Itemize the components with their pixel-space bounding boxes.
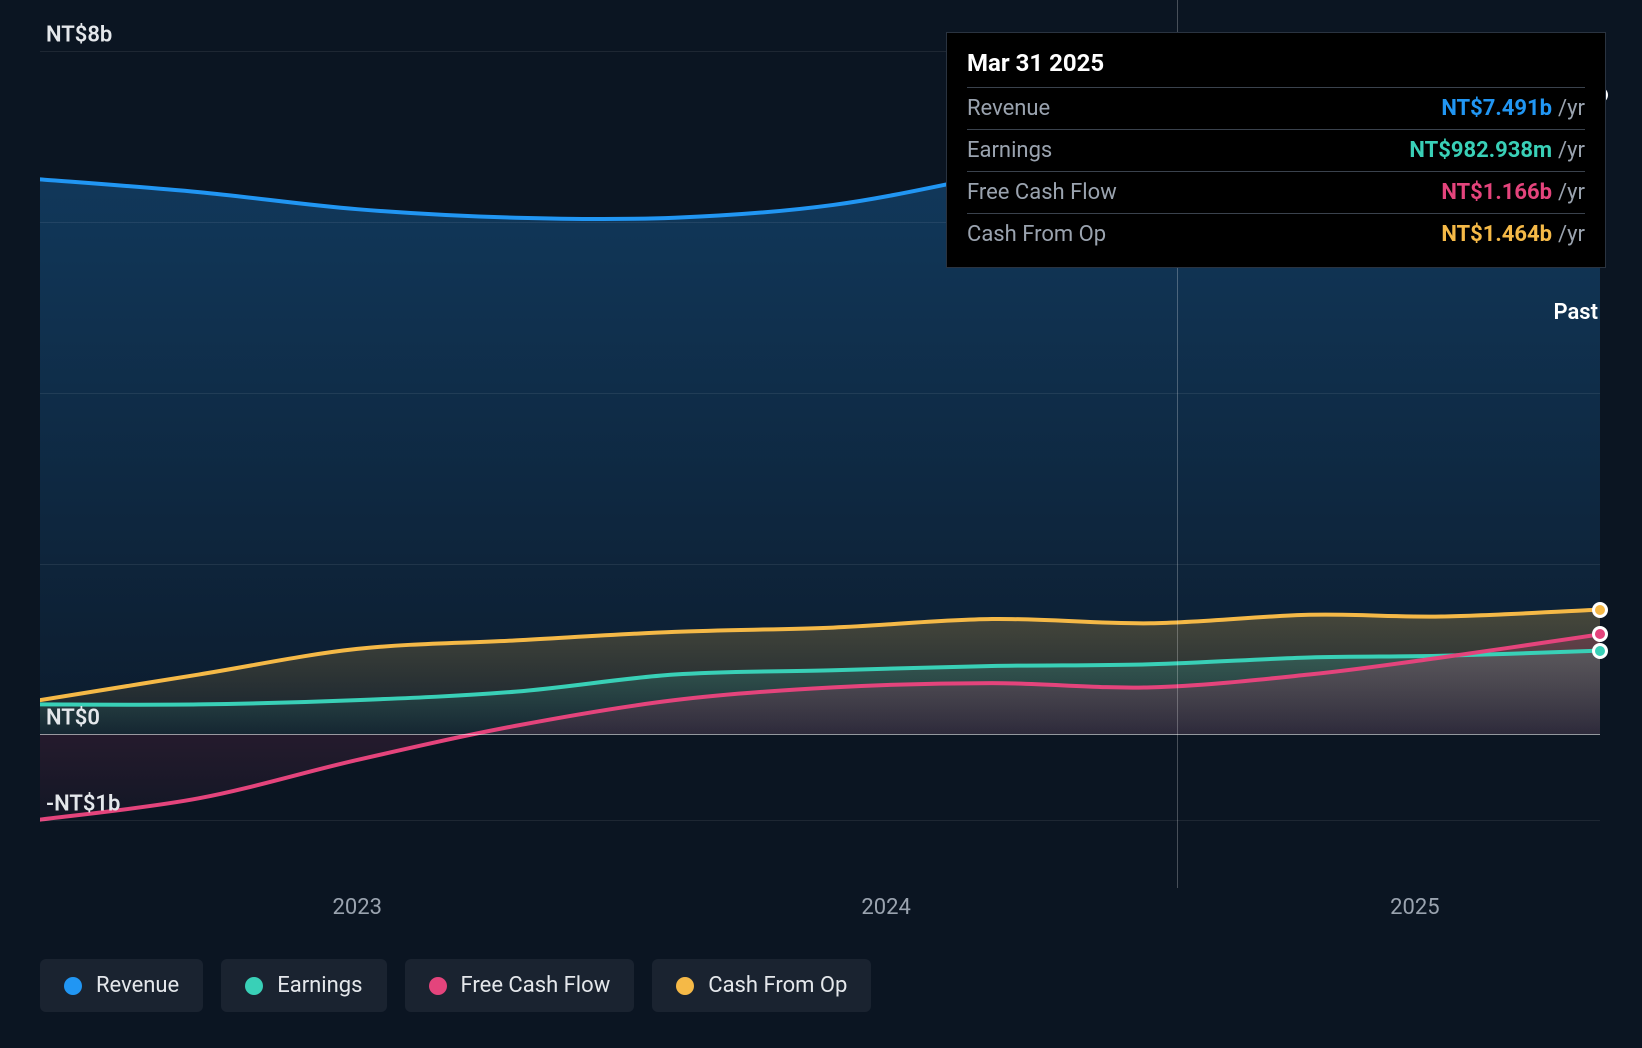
tooltip-row: RevenueNT$7.491b/yr bbox=[967, 88, 1585, 130]
legend-label: Revenue bbox=[96, 973, 179, 998]
tooltip-row-unit: /yr bbox=[1558, 138, 1585, 163]
gridline bbox=[40, 734, 1600, 735]
tooltip-row-label: Free Cash Flow bbox=[967, 180, 1441, 205]
legend-dot bbox=[64, 977, 82, 995]
x-tick-label: 2024 bbox=[861, 895, 910, 920]
legend-dot bbox=[429, 977, 447, 995]
tooltip-row: Free Cash FlowNT$1.166b/yr bbox=[967, 172, 1585, 214]
end-marker-free_cash_flow bbox=[1592, 626, 1608, 642]
y-tick-label: NT$8b bbox=[46, 23, 112, 48]
tooltip-row-value: NT$1.464b bbox=[1441, 222, 1552, 247]
tooltip-row-label: Earnings bbox=[967, 138, 1409, 163]
y-tick-label: NT$0 bbox=[46, 706, 100, 731]
gridline bbox=[40, 820, 1600, 821]
tooltip-row-label: Revenue bbox=[967, 96, 1441, 121]
gridline bbox=[40, 564, 1600, 565]
tooltip: Mar 31 2025 RevenueNT$7.491b/yrEarningsN… bbox=[946, 32, 1606, 268]
legend-label: Free Cash Flow bbox=[461, 973, 611, 998]
end-marker-earnings bbox=[1592, 643, 1608, 659]
tooltip-row-value: NT$982.938m bbox=[1409, 138, 1552, 163]
y-tick-label: -NT$1b bbox=[46, 791, 120, 816]
tooltip-row-unit: /yr bbox=[1558, 180, 1585, 205]
tooltip-row-label: Cash From Op bbox=[967, 222, 1441, 247]
tooltip-row-unit: /yr bbox=[1558, 96, 1585, 121]
legend-dot bbox=[676, 977, 694, 995]
x-tick-label: 2025 bbox=[1390, 895, 1439, 920]
legend-item-cash-from-op[interactable]: Cash From Op bbox=[652, 959, 871, 1012]
end-marker-cash_from_op bbox=[1592, 602, 1608, 618]
legend-label: Cash From Op bbox=[708, 973, 847, 998]
tooltip-row: Cash From OpNT$1.464b/yr bbox=[967, 214, 1585, 255]
x-tick-label: 2023 bbox=[333, 895, 382, 920]
tooltip-row: EarningsNT$982.938m/yr bbox=[967, 130, 1585, 172]
legend: Revenue Earnings Free Cash Flow Cash From O… bbox=[40, 959, 871, 1012]
legend-dot bbox=[245, 977, 263, 995]
tooltip-row-unit: /yr bbox=[1558, 222, 1585, 247]
gridline bbox=[40, 393, 1600, 394]
tooltip-date: Mar 31 2025 bbox=[967, 49, 1585, 88]
tooltip-row-value: NT$7.491b bbox=[1441, 96, 1552, 121]
legend-label: Earnings bbox=[277, 973, 362, 998]
past-label: Past bbox=[1553, 300, 1598, 325]
tooltip-row-value: NT$1.166b bbox=[1441, 180, 1552, 205]
financials-chart: NT$8b NT$0 -NT$1b 2023 2024 2025 Past Mar 31… bbox=[0, 0, 1642, 1048]
legend-item-revenue[interactable]: Revenue bbox=[40, 959, 203, 1012]
legend-item-free-cash-flow[interactable]: Free Cash Flow bbox=[405, 959, 635, 1012]
legend-item-earnings[interactable]: Earnings bbox=[221, 959, 386, 1012]
